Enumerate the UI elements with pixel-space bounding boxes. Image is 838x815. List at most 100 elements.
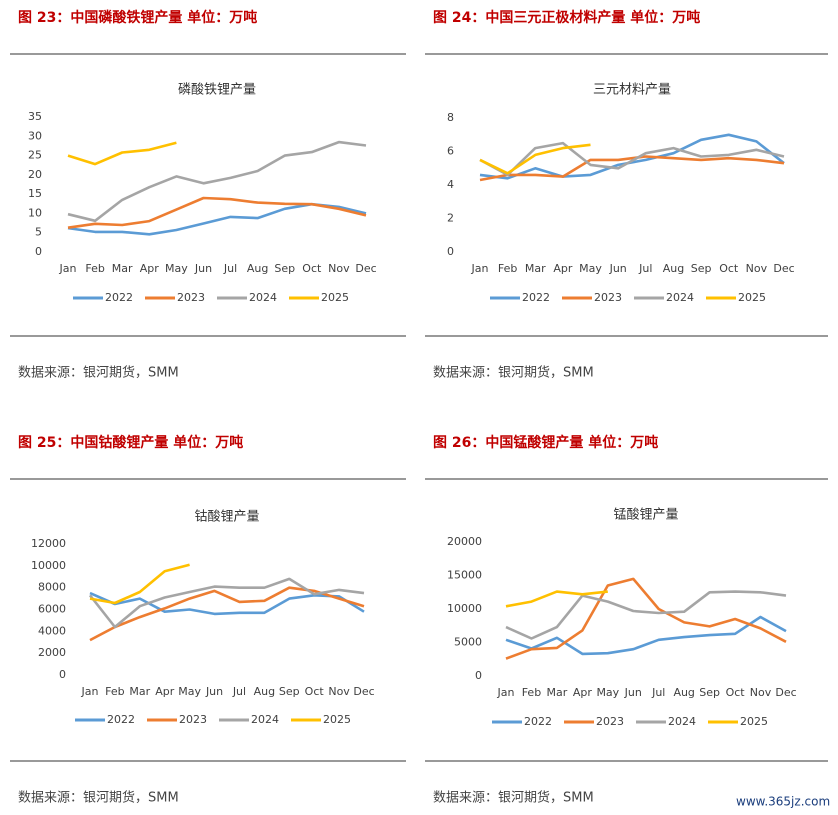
x-tick-label: Oct bbox=[726, 686, 746, 699]
figure-caption: 图 25：中国钴酸锂产量 单位：万吨 bbox=[18, 434, 243, 451]
x-tick-label: Jun bbox=[205, 685, 223, 698]
y-tick-label: 10 bbox=[28, 206, 42, 219]
y-tick-label: 2 bbox=[447, 212, 454, 225]
x-tick-label: Dec bbox=[353, 685, 374, 698]
x-tick-label: Apr bbox=[140, 262, 160, 275]
y-tick-label: 6 bbox=[447, 145, 454, 158]
x-tick-label: Sep bbox=[279, 685, 300, 698]
x-tick-label: May bbox=[579, 262, 602, 275]
series-line bbox=[505, 590, 608, 608]
x-tick-label: Jan bbox=[81, 685, 99, 698]
y-tick-label: 8000 bbox=[38, 581, 66, 594]
figure-caption: 图 23：中国磷酸铁锂产量 单位：万吨 bbox=[18, 9, 257, 26]
x-tick-label: Feb bbox=[105, 685, 124, 698]
x-tick-label: Nov bbox=[328, 685, 350, 698]
x-tick-label: Aug bbox=[673, 686, 694, 699]
legend-label: 2024 bbox=[249, 291, 277, 304]
watermark: www.365jz.com bbox=[736, 795, 830, 809]
series-line bbox=[89, 563, 190, 605]
figure-source: 数据来源：银河期货，SMM bbox=[433, 365, 594, 381]
x-tick-label: Aug bbox=[247, 262, 268, 275]
x-tick-label: Dec bbox=[773, 262, 794, 275]
y-tick-label: 30 bbox=[28, 129, 42, 142]
y-tick-label: 6000 bbox=[38, 603, 66, 616]
y-tick-label: 35 bbox=[28, 110, 42, 123]
y-tick-label: 0 bbox=[35, 245, 42, 258]
series-line bbox=[479, 155, 785, 182]
x-tick-label: Dec bbox=[775, 686, 796, 699]
series-line bbox=[479, 141, 785, 177]
y-tick-label: 25 bbox=[28, 149, 42, 162]
y-tick-label: 10000 bbox=[31, 559, 66, 572]
x-tick-label: Jan bbox=[59, 262, 77, 275]
x-tick-label: Jun bbox=[194, 262, 212, 275]
legend-label: 2023 bbox=[179, 713, 207, 726]
x-tick-label: Sep bbox=[699, 686, 720, 699]
legend-label: 2024 bbox=[251, 713, 279, 726]
legend-label: 2022 bbox=[107, 713, 135, 726]
y-tick-label: 5 bbox=[35, 226, 42, 239]
x-tick-label: Jun bbox=[624, 686, 642, 699]
x-tick-label: May bbox=[596, 686, 619, 699]
x-tick-label: Mar bbox=[547, 686, 568, 699]
x-tick-label: Apr bbox=[155, 685, 175, 698]
x-tick-label: Jan bbox=[471, 262, 489, 275]
x-tick-label: Oct bbox=[305, 685, 325, 698]
legend-label: 2023 bbox=[596, 715, 624, 728]
legend-label: 2025 bbox=[323, 713, 351, 726]
x-tick-label: Aug bbox=[663, 262, 684, 275]
series-line bbox=[479, 143, 591, 175]
y-tick-label: 20000 bbox=[447, 535, 482, 548]
x-tick-label: Mar bbox=[525, 262, 546, 275]
x-tick-label: Apr bbox=[573, 686, 593, 699]
x-tick-label: Nov bbox=[746, 262, 768, 275]
x-tick-label: Aug bbox=[254, 685, 275, 698]
x-tick-label: Mar bbox=[112, 262, 133, 275]
legend-label: 2025 bbox=[740, 715, 768, 728]
x-tick-label: Sep bbox=[691, 262, 712, 275]
legend-label: 2024 bbox=[666, 291, 694, 304]
x-tick-label: Jan bbox=[497, 686, 515, 699]
figure-source: 数据来源：银河期货，SMM bbox=[18, 365, 179, 381]
series-line bbox=[67, 140, 367, 223]
y-tick-label: 10000 bbox=[447, 602, 482, 615]
series-line bbox=[67, 141, 177, 166]
legend-label: 2024 bbox=[668, 715, 696, 728]
y-tick-label: 0 bbox=[59, 668, 66, 681]
figure-caption: 图 24：中国三元正极材料产量 单位：万吨 bbox=[433, 9, 700, 26]
x-tick-label: Nov bbox=[328, 262, 350, 275]
x-tick-label: Feb bbox=[85, 262, 104, 275]
y-tick-label: 0 bbox=[447, 245, 454, 258]
y-tick-label: 5000 bbox=[454, 636, 482, 649]
series-line bbox=[89, 591, 365, 616]
x-tick-label: Jun bbox=[609, 262, 627, 275]
series-line bbox=[479, 133, 785, 180]
y-tick-label: 20 bbox=[28, 168, 42, 181]
y-tick-label: 4000 bbox=[38, 624, 66, 637]
x-tick-label: May bbox=[178, 685, 201, 698]
x-tick-label: Nov bbox=[750, 686, 772, 699]
x-tick-label: May bbox=[165, 262, 188, 275]
chart-title: 磷酸铁锂产量 bbox=[178, 83, 256, 98]
y-tick-label: 15 bbox=[28, 187, 42, 200]
legend-label: 2022 bbox=[105, 291, 133, 304]
series-line bbox=[505, 577, 787, 660]
y-tick-label: 15000 bbox=[447, 569, 482, 582]
series-line bbox=[88, 577, 365, 629]
x-tick-label: Oct bbox=[302, 262, 322, 275]
legend-label: 2025 bbox=[738, 291, 766, 304]
y-tick-label: 8 bbox=[447, 111, 454, 124]
series-line bbox=[67, 196, 367, 229]
figure-source: 数据来源：银河期货，SMM bbox=[18, 790, 179, 806]
x-tick-label: Dec bbox=[355, 262, 376, 275]
legend-label: 2025 bbox=[321, 291, 349, 304]
x-tick-label: Feb bbox=[498, 262, 517, 275]
chart-title: 三元材料产量 bbox=[593, 83, 671, 98]
x-tick-label: Oct bbox=[719, 262, 739, 275]
y-tick-label: 4 bbox=[447, 178, 454, 191]
legend-label: 2022 bbox=[524, 715, 552, 728]
x-tick-label: Jul bbox=[638, 262, 652, 275]
x-tick-label: Jul bbox=[651, 686, 665, 699]
x-tick-label: Jul bbox=[223, 262, 237, 275]
